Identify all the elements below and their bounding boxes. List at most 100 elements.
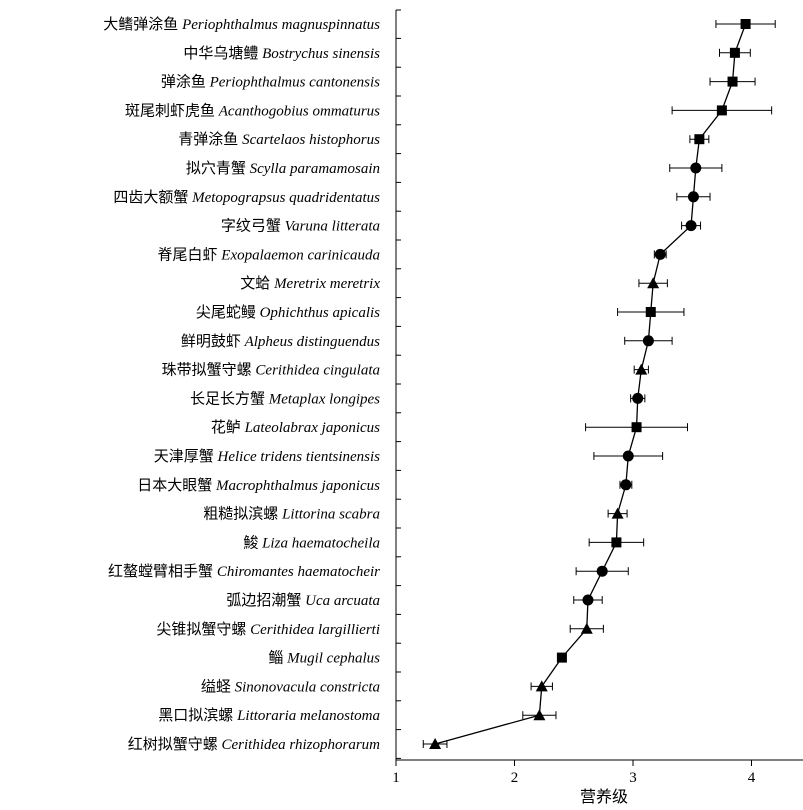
data-point-square <box>694 134 705 145</box>
category-label: 缢蛏 Sinonovacula constricta <box>201 678 380 695</box>
category-label-cn: 四齿大额蟹 <box>113 189 192 206</box>
data-point-triangle <box>611 507 624 519</box>
data-point-square <box>611 537 622 548</box>
data-point-triangle <box>580 622 593 634</box>
category-label: 大鳍弹涂鱼 Periophthalmus magnuspinnatus <box>103 15 380 33</box>
category-label-cn: 文蛤 <box>240 275 274 292</box>
category-label-cn: 青弹涂鱼 <box>178 130 242 148</box>
x-tick-label: 4 <box>748 770 756 786</box>
data-point-square <box>645 307 656 317</box>
category-label-cn: 尖尾蛇鳗 <box>196 304 260 321</box>
category-label-latin: Mugil cephalus <box>286 651 380 667</box>
category-label-latin: Chiromantes haematocheir <box>217 564 380 580</box>
category-label: 鮻 Liza haematocheila <box>243 534 380 551</box>
category-label-latin: Bostrychus sinensis <box>262 46 380 62</box>
category-label-cn: 珠带拟蟹守螺 <box>162 362 256 379</box>
category-label-latin: Cerithidea largillierti <box>250 622 380 638</box>
category-label: 鲻 Mugil cephalus <box>268 650 380 667</box>
category-label-latin: Exopalaemon carinicauda <box>220 247 380 263</box>
category-label: 文蛤 Meretrix meretrix <box>240 275 380 292</box>
category-label-cn: 弹涂鱼 <box>161 73 210 91</box>
category-label-latin: Littoraria melanostoma <box>236 708 380 724</box>
data-point-circle <box>642 335 654 347</box>
category-label: 日本大眼蟹 Macrophthalmus japonicus <box>137 477 380 494</box>
category-label-cn: 鲜明鼓虾 <box>181 333 245 350</box>
x-tick-label: 1 <box>392 770 400 786</box>
category-label: 字纹弓蟹 Varuna litterata <box>221 218 380 235</box>
category-label: 弹涂鱼 Periophthalmus cantonensis <box>161 73 380 91</box>
data-point-circle <box>654 248 666 260</box>
data-point-circle <box>690 162 702 174</box>
x-tick-label: 2 <box>511 770 519 786</box>
category-label: 尖锥拟蟹守螺 Cerithidea largillierti <box>156 621 380 638</box>
x-tick-label: 3 <box>629 770 637 786</box>
category-label-latin: Metaplax longipes <box>268 391 380 407</box>
category-label: 黑口拟滨螺 Littoraria melanostoma <box>158 707 380 724</box>
category-label-latin: Scylla paramamosain <box>250 161 380 177</box>
category-label: 尖尾蛇鳗 Ophichthus apicalis <box>196 304 380 321</box>
category-label-cn: 粗糙拟滨螺 <box>203 506 282 523</box>
data-point-circle <box>620 479 632 491</box>
data-point-triangle <box>635 363 648 375</box>
category-label-latin: Scartelaos histophorus <box>242 132 380 148</box>
category-label-latin: Lateolabrax japonicus <box>244 420 381 436</box>
category-label-cn: 字纹弓蟹 <box>221 218 285 235</box>
category-label-cn: 红树拟蟹守螺 <box>128 736 222 753</box>
category-label: 红螯螳臂相手蟹 Chiromantes haematocheir <box>108 563 380 580</box>
category-label-latin: Sinonovacula constricta <box>235 679 380 695</box>
category-label-cn: 花鲈 <box>211 419 245 436</box>
category-label-latin: Macrophthalmus japonicus <box>215 478 380 494</box>
category-label-cn: 鲻 <box>268 650 287 667</box>
data-point-circle <box>632 392 644 404</box>
category-label-cn: 尖锥拟蟹守螺 <box>156 621 250 638</box>
data-point-triangle <box>647 277 660 289</box>
category-label: 粗糙拟滨螺 Littorina scabra <box>203 506 380 523</box>
category-label-latin: Liza haematocheila <box>261 535 380 551</box>
category-label: 长足长方蟹 Metaplax longipes <box>190 390 380 407</box>
category-label-cn: 长足长方蟹 <box>190 390 269 407</box>
category-label-latin: Alpheus distinguendus <box>244 334 381 350</box>
category-label-latin: Cerithidea cingulata <box>255 363 380 379</box>
category-label-latin: Ophichthus apicalis <box>260 305 381 321</box>
category-label-latin: Meretrix meretrix <box>273 276 380 292</box>
category-label-latin: Uca arcuata <box>305 593 380 609</box>
category-label-latin: Littorina scabra <box>281 507 380 523</box>
category-label-cn: 斑尾刺虾虎鱼 <box>125 101 219 119</box>
category-label-latin: Periophthalmus magnuspinnatus <box>181 17 380 33</box>
category-label-cn: 中华乌塘鳢 <box>183 45 262 62</box>
category-label: 花鲈 Lateolabrax japonicus <box>211 419 380 436</box>
data-point-square <box>729 47 740 58</box>
category-label: 弧边招潮蟹 Uca arcuata <box>226 592 380 609</box>
data-point-circle <box>596 565 608 577</box>
category-label: 脊尾白虾 Exopalaemon carinicauda <box>158 246 380 263</box>
data-point-square <box>556 652 567 663</box>
data-point-square <box>631 422 642 433</box>
category-label-cn: 日本大眼蟹 <box>137 477 216 494</box>
data-point-triangle <box>533 709 546 721</box>
data-point-square <box>716 105 727 116</box>
category-label-cn: 黑口拟滨螺 <box>158 707 237 724</box>
data-point-triangle <box>535 680 548 692</box>
category-label-cn: 缢蛏 <box>201 678 235 695</box>
category-label-cn: 脊尾白虾 <box>158 246 222 263</box>
category-label-cn: 拟穴青蟹 <box>186 160 250 177</box>
category-label: 珠带拟蟹守螺 Cerithidea cingulata <box>162 362 380 379</box>
category-label: 天津厚蟹 Helice tridens tientsinensis <box>154 448 380 465</box>
data-point-triangle <box>429 738 442 749</box>
data-point-square <box>740 19 751 29</box>
category-label: 斑尾刺虾虎鱼 Acanthogobius ommaturus <box>125 101 380 119</box>
category-label-latin: Metopograpsus quadridentatus <box>191 190 380 206</box>
category-label: 鲜明鼓虾 Alpheus distinguendus <box>181 333 380 350</box>
category-label-latin: Cerithidea rhizophorarum <box>222 737 381 753</box>
x-axis-title: 营养级 <box>580 788 628 806</box>
data-point-circle <box>622 450 634 462</box>
data-point-circle <box>582 594 594 606</box>
category-label-latin: Varuna litterata <box>285 219 380 235</box>
category-label-latin: Helice tridens tientsinensis <box>217 449 381 465</box>
category-label: 中华乌塘鳢 Bostrychus sinensis <box>183 45 380 62</box>
category-label-cn: 鮻 <box>243 534 262 551</box>
series-line <box>434 23 747 745</box>
plot-area: 1 2 3 4 大鳍弹涂鱼 Periophthalmus magnuspinnatus 中… <box>103 9 803 786</box>
category-label: 红树拟蟹守螺 Cerithidea rhizophorarum <box>128 736 380 753</box>
